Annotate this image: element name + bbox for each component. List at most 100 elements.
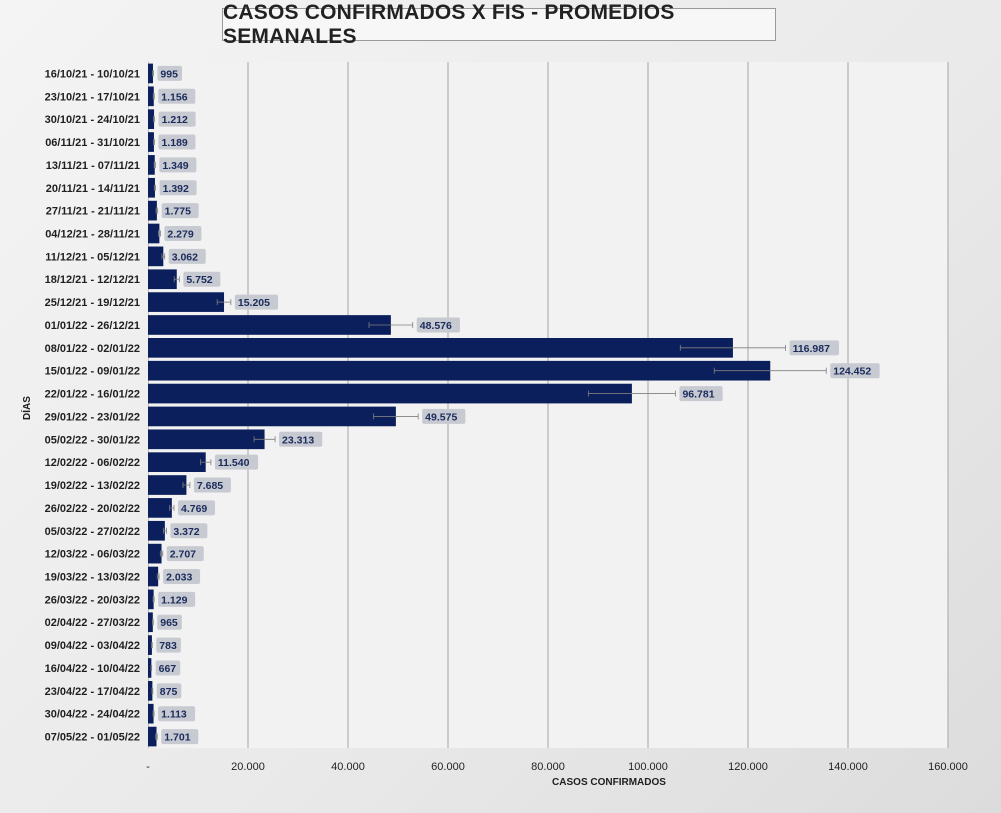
bar — [148, 429, 265, 450]
data-label-bg — [158, 134, 196, 150]
category-labels: 16/10/21 - 10/10/21 23/10/21 - 17/10/21 30… — [45, 68, 140, 743]
category-label: 13/11/21 - 07/11/21 — [46, 160, 140, 172]
data-label: 1.129 — [161, 594, 187, 606]
data-label: 1.212 — [162, 114, 188, 126]
data-label: 7.685 — [197, 480, 223, 492]
category-label: 04/12/21 - 28/11/21 — [45, 229, 140, 241]
data-label: 783 — [159, 640, 177, 652]
bar — [148, 223, 160, 244]
bar — [148, 132, 154, 152]
bar — [148, 452, 206, 472]
data-label: 124.452 — [833, 366, 871, 378]
data-label-bg — [163, 569, 201, 584]
data-label: 1.349 — [162, 160, 188, 172]
category-label: 05/02/22 - 30/01/22 — [45, 434, 140, 446]
data-label-bg — [156, 683, 182, 699]
data-label-bg — [158, 706, 196, 722]
bar — [148, 269, 177, 290]
category-label: 02/04/22 - 27/03/22 — [45, 617, 140, 629]
category-label: 07/05/22 - 01/05/22 — [45, 732, 140, 744]
data-label-bg — [830, 363, 880, 379]
bar — [148, 315, 391, 335]
category-label: 11/12/21 - 05/12/21 — [45, 251, 140, 263]
bar — [148, 520, 165, 541]
data-label: 23.313 — [282, 434, 314, 446]
data-label-bg — [422, 408, 466, 424]
data-label: 1.113 — [161, 709, 187, 721]
data-label: 2.707 — [170, 549, 196, 561]
data-label-bg — [168, 248, 206, 264]
x-tick-label: 100.000 — [628, 761, 668, 773]
x-axis-title: CASOS CONFIRMADOS — [552, 777, 666, 788]
category-label: 25/12/21 - 19/12/21 — [45, 297, 140, 309]
data-label-bg — [158, 591, 196, 607]
data-label: 1.775 — [165, 206, 191, 218]
x-tick-label: 20.000 — [231, 761, 265, 773]
category-label: 29/01/22 - 23/01/22 — [45, 411, 140, 423]
data-label: 1.392 — [163, 183, 189, 195]
x-tick-label: 40.000 — [331, 761, 365, 773]
category-label: 26/03/22 - 20/03/22 — [45, 594, 140, 606]
bar — [148, 292, 225, 312]
category-label: 23/04/22 - 17/04/22 — [45, 686, 140, 698]
x-tick-label: 160.000 — [928, 761, 968, 773]
category-label: 19/02/22 - 13/02/22 — [45, 480, 140, 492]
data-label: 1.156 — [161, 91, 187, 103]
data-label: 15.205 — [238, 297, 270, 309]
data-label-bg — [166, 546, 204, 562]
data-label-bg — [170, 523, 208, 539]
data-label-bg — [234, 294, 279, 310]
bar — [148, 658, 152, 678]
bar — [148, 566, 159, 587]
data-label: 667 — [159, 663, 177, 675]
data-label-bg — [416, 317, 460, 333]
category-label: 09/04/22 - 03/04/22 — [45, 640, 140, 652]
data-label: 2.033 — [166, 572, 192, 584]
y-axis-title: DÍAS — [20, 396, 33, 420]
data-label-bg — [156, 637, 181, 653]
bar — [148, 383, 632, 404]
data-label-bg — [279, 431, 323, 447]
x-tick-label: 120.000 — [728, 761, 768, 773]
x-tick-label: 60.000 — [431, 761, 465, 773]
bar — [148, 589, 154, 610]
data-label: 4.769 — [181, 503, 207, 515]
bar — [148, 543, 162, 564]
x-tick-label: 140.000 — [828, 761, 868, 773]
category-label: 12/03/22 - 06/03/22 — [45, 549, 140, 561]
category-label: 22/01/22 - 16/01/22 — [45, 389, 140, 401]
data-label: 116.987 — [793, 343, 831, 355]
data-label-bg — [155, 660, 181, 676]
bar — [148, 681, 153, 701]
category-label: 18/12/21 - 12/12/21 — [45, 274, 140, 286]
data-label: 5.752 — [186, 274, 212, 286]
gridlines — [148, 62, 949, 748]
data-label: 1.189 — [161, 137, 187, 149]
x-tick-labels: - 20.000 40.000 60.000 80.000 100.000 120.000 1… — [146, 761, 968, 773]
bar — [148, 177, 155, 198]
bar — [148, 635, 152, 655]
data-label-bg — [183, 271, 221, 287]
bar — [148, 155, 155, 175]
bar — [148, 498, 172, 518]
category-label: 30/04/22 - 24/04/22 — [45, 709, 140, 721]
data-label: 11.540 — [218, 457, 250, 469]
category-label: 27/11/21 - 21/11/21 — [46, 206, 140, 218]
data-label-bg — [193, 477, 231, 493]
category-label: 05/03/22 - 27/02/22 — [45, 526, 140, 538]
data-label: 875 — [160, 686, 178, 698]
data-label-bg — [679, 386, 723, 402]
bar — [148, 338, 733, 358]
bar — [148, 726, 157, 747]
category-label: 08/01/22 - 02/01/22 — [45, 343, 140, 355]
data-label: 96.781 — [682, 389, 714, 401]
data-label: 49.575 — [425, 411, 457, 423]
data-label: 995 — [160, 68, 178, 80]
data-label: 1.701 — [164, 732, 190, 744]
data-label: 965 — [160, 617, 178, 629]
bar — [148, 86, 154, 107]
category-label: 26/02/22 - 20/02/22 — [45, 503, 140, 515]
bar — [148, 246, 164, 267]
x-tick-label: 80.000 — [531, 761, 565, 773]
